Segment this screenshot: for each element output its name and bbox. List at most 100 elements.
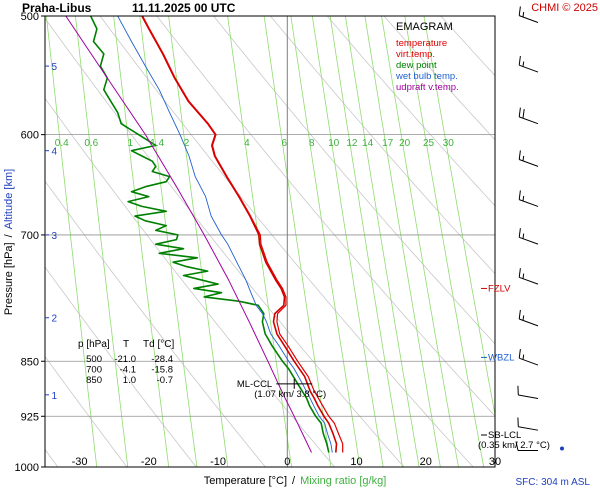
station-name: Praha-Libus — [22, 1, 92, 15]
wind-barb-staff — [519, 276, 539, 285]
mixing-ratio-label: 10 — [328, 138, 340, 149]
copyright: CHMI © 2025 — [531, 2, 598, 14]
mixing-ratio-line — [290, 16, 361, 467]
x-axis-label: Temperature [°C] / Mixing ratio [g/kg] — [204, 475, 387, 487]
wind-barb-feather — [518, 190, 521, 200]
dry-adiabat — [326, 16, 495, 207]
mixing-ratio-label: 2 — [184, 138, 190, 149]
pressure-tick: 500 — [21, 11, 39, 23]
mixing-ratio-label: 20 — [399, 138, 411, 149]
y-axis-label-altitude: Altitude [km] — [3, 169, 15, 230]
wind-barb-feather — [518, 309, 521, 320]
y-axis-label: Pressure [hPa] / Altitude [km] — [3, 169, 15, 315]
series-wet-bulb-temp — [117, 16, 333, 453]
legend-item: wet bulb temp. — [395, 71, 458, 82]
plot-frame — [44, 15, 496, 468]
mixing-ratio-label: 0.6 — [84, 138, 98, 149]
table-cell: -21.0 — [114, 354, 136, 365]
legend-item: dew point — [396, 60, 437, 71]
mixing-ratio-line — [139, 16, 198, 467]
table-cell: 500 — [86, 354, 102, 365]
wind-barb-staff — [519, 15, 539, 23]
wind-barb-staff — [518, 426, 539, 431]
pressure-tick: 1000 — [15, 462, 39, 474]
table-cell: 1.0 — [123, 375, 136, 386]
pressure-tick-labels: 500 600 700 850 925 1000 — [15, 11, 45, 474]
mixing-ratio-label: 17 — [382, 138, 394, 149]
dry-adiabat — [45, 266, 197, 467]
legend-item: temperature — [396, 38, 447, 49]
wind-barb-feather — [518, 228, 521, 238]
wind-barb-staff — [519, 116, 539, 125]
table-cell: -0.7 — [157, 375, 173, 386]
wind-barb-staff — [519, 159, 539, 167]
wind-barbs — [515, 6, 564, 452]
dry-adiabat — [440, 16, 495, 77]
mixing-ratio-line — [311, 16, 384, 467]
altitude-tick: 5 — [51, 62, 57, 73]
temperature-tick: 0 — [284, 456, 290, 468]
dry-adiabat — [99, 16, 474, 467]
wind-barb-staff — [519, 64, 539, 73]
legend-item: virt.temp. — [396, 49, 435, 60]
temperature-tick-labels: -30 -20 -10 0 10 20 30 — [72, 456, 501, 468]
table-cell: 850 — [86, 375, 102, 386]
altitude-tick: 3 — [51, 231, 57, 242]
level-sub: (1.07 km/ 3.8 °C) — [254, 389, 326, 400]
dry-adiabat — [45, 180, 266, 467]
mixing-ratio-label: 8 — [309, 138, 315, 149]
wind-barb-staff — [518, 394, 539, 399]
table-cell: 700 — [86, 365, 102, 376]
wind-barb-feather — [518, 6, 521, 16]
mixing-ratio-line — [345, 16, 420, 467]
dry-adiabat — [156, 16, 495, 417]
table-header: p [hPa] — [78, 339, 110, 350]
surface-elevation: SFC: 304 m ASL — [516, 477, 591, 488]
temperature-tick: -10 — [210, 456, 226, 468]
pressure-tick: 600 — [21, 130, 39, 142]
level-label: WBZL — [488, 352, 514, 363]
temperature-tick: -30 — [72, 456, 88, 468]
mixing-ratio-label: 0.4 — [55, 138, 69, 149]
pressure-tick: 925 — [21, 411, 39, 423]
mixing-ratio-label: 6 — [282, 138, 288, 149]
dry-adiabat — [45, 17, 405, 467]
wind-barb-feather — [518, 56, 521, 66]
mixing-ratio-line — [263, 16, 332, 467]
series-udpraft-v-temp — [65, 16, 312, 453]
wind-barb-feather — [518, 150, 521, 160]
mixing-ratio-line — [329, 16, 403, 467]
altitude-tick: 2 — [51, 314, 57, 325]
level-sub: (0.35 km/ 2.7 °C) — [478, 440, 550, 451]
wind-barb-feather — [518, 107, 521, 117]
mixing-ratio-label: 25 — [423, 138, 435, 149]
wind-barb-feather — [518, 268, 521, 278]
mixing-ratio-line — [227, 16, 292, 467]
chart-title: EMAGRAM — [396, 21, 453, 33]
wind-barb-half-feather — [522, 273, 525, 279]
x-axis-label-temperature: Temperature [°C] — [204, 475, 287, 487]
dry-adiabat — [498, 16, 600, 467]
mixing-ratio-label: 30 — [443, 138, 455, 149]
mixing-ratio-line — [113, 16, 170, 467]
level-annotations: FZLV WBZL SB-LCL(0.35 km/ 2.7 °C) ML-CCL(1.… — [237, 283, 550, 451]
series-virt-temp — [142, 16, 344, 453]
table-cell: -15.8 — [151, 365, 173, 376]
series-dew-point — [89, 16, 330, 453]
dry-adiabat — [270, 16, 495, 275]
mixing-ratio-line — [404, 16, 485, 467]
table-cell: -28.4 — [151, 354, 173, 365]
table-header: T — [123, 339, 129, 350]
sounding-datetime: 11.11.2025 00 UTC — [132, 1, 236, 15]
mixing-ratio-line — [364, 16, 441, 467]
x-axis-label-sep: / — [292, 475, 296, 487]
wind-barb-feather — [518, 349, 521, 359]
mixing-ratio-line — [75, 16, 129, 467]
level-label: FZLV — [488, 283, 511, 294]
mixing-ratio-label: 12 — [346, 138, 358, 149]
wind-barb-feather — [522, 109, 525, 119]
wind-barb-feather — [515, 441, 519, 451]
altitude-tick: 4 — [51, 147, 57, 158]
